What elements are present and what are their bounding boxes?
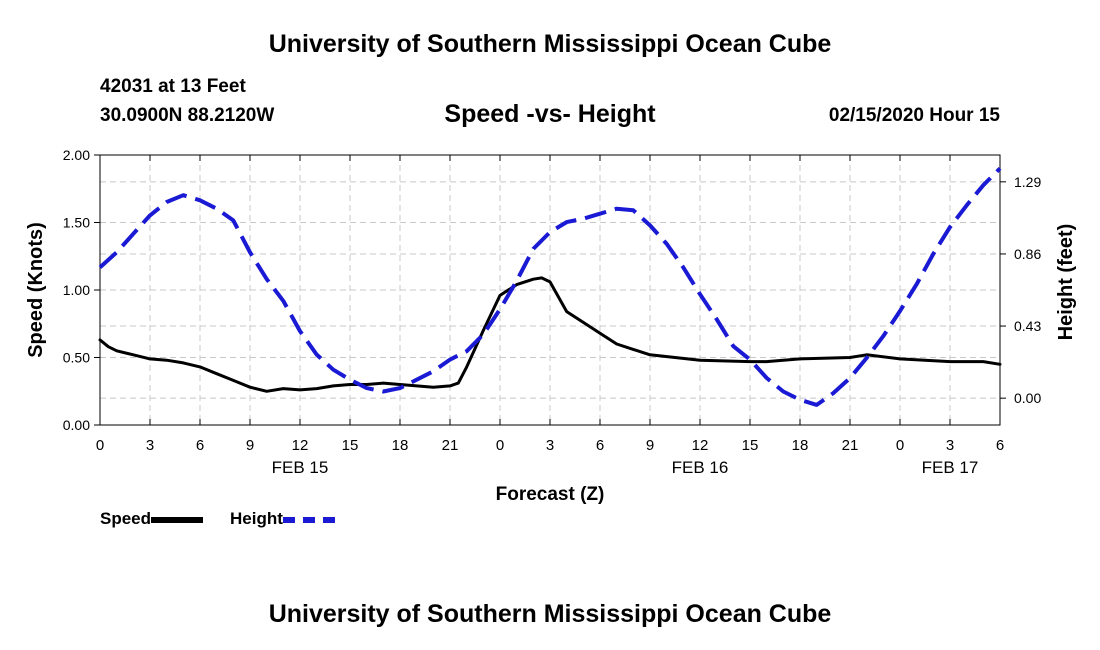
x-tick-label: 18 (392, 437, 409, 454)
x-tick-label: 3 (946, 437, 954, 454)
x-tick-label: 15 (342, 437, 359, 454)
y2-tick-label: 1.29 (1014, 174, 1041, 190)
legend-height-swatch (282, 516, 335, 523)
x-tick-label: 9 (646, 437, 654, 454)
y2-tick-label: 0.00 (1014, 390, 1041, 406)
footer-title: University of Southern Mississippi Ocean… (268, 600, 832, 628)
y-tick-label: 2.00 (63, 147, 90, 163)
x-tick-label: 3 (546, 437, 554, 454)
chart-title: Speed -vs- Height (444, 100, 656, 128)
y2-axis-label: Height (feet) (1055, 224, 1077, 341)
legend-speed: Speed (100, 509, 204, 529)
y2-tick-label: 0.43 (1014, 318, 1041, 334)
x-tick-label: 21 (442, 437, 459, 454)
y-axis-label: Speed (Knots) (25, 222, 47, 358)
x-tick-label: 12 (692, 437, 709, 454)
legend-speed-swatch (151, 516, 204, 523)
x-tick-label: 12 (292, 437, 309, 454)
legend-speed-label: Speed (100, 509, 152, 528)
x-tick-label: 21 (842, 437, 859, 454)
x-day-label: FEB 17 (922, 458, 979, 477)
y-tick-label: 0.00 (63, 417, 90, 433)
x-day-label: FEB 15 (272, 458, 329, 477)
x-axis-label: Forecast (Z) (496, 484, 605, 505)
legend-height-label: Height (230, 509, 283, 528)
x-tick-label: 9 (246, 437, 254, 454)
x-tick-label: 0 (96, 437, 104, 454)
coordinates-label: 30.0900N 88.2120W (100, 105, 275, 126)
x-tick-label: 18 (792, 437, 809, 454)
page-title: University of Southern Mississippi Ocean… (268, 30, 832, 58)
x-tick-label: 0 (496, 437, 504, 454)
series-line-height (98, 166, 1002, 407)
y-tick-label: 1.00 (63, 282, 90, 298)
y2-tick-label: 0.86 (1014, 246, 1041, 262)
x-tick-label: 3 (146, 437, 154, 454)
legend-height: Height (230, 509, 335, 529)
series-line-speed (98, 276, 1002, 393)
x-day-label: FEB 16 (672, 458, 729, 477)
y-tick-label: 0.50 (63, 350, 90, 366)
station-label: 42031 at 13 Feet (100, 76, 246, 97)
forecast-date-label: 02/15/2020 Hour 15 (828, 105, 1000, 126)
x-tick-label: 0 (896, 437, 904, 454)
x-tick-label: 6 (596, 437, 604, 454)
x-tick-label: 15 (742, 437, 759, 454)
x-tick-label: 6 (196, 437, 204, 454)
y-tick-label: 1.50 (63, 215, 90, 231)
x-tick-label: 6 (996, 437, 1004, 454)
